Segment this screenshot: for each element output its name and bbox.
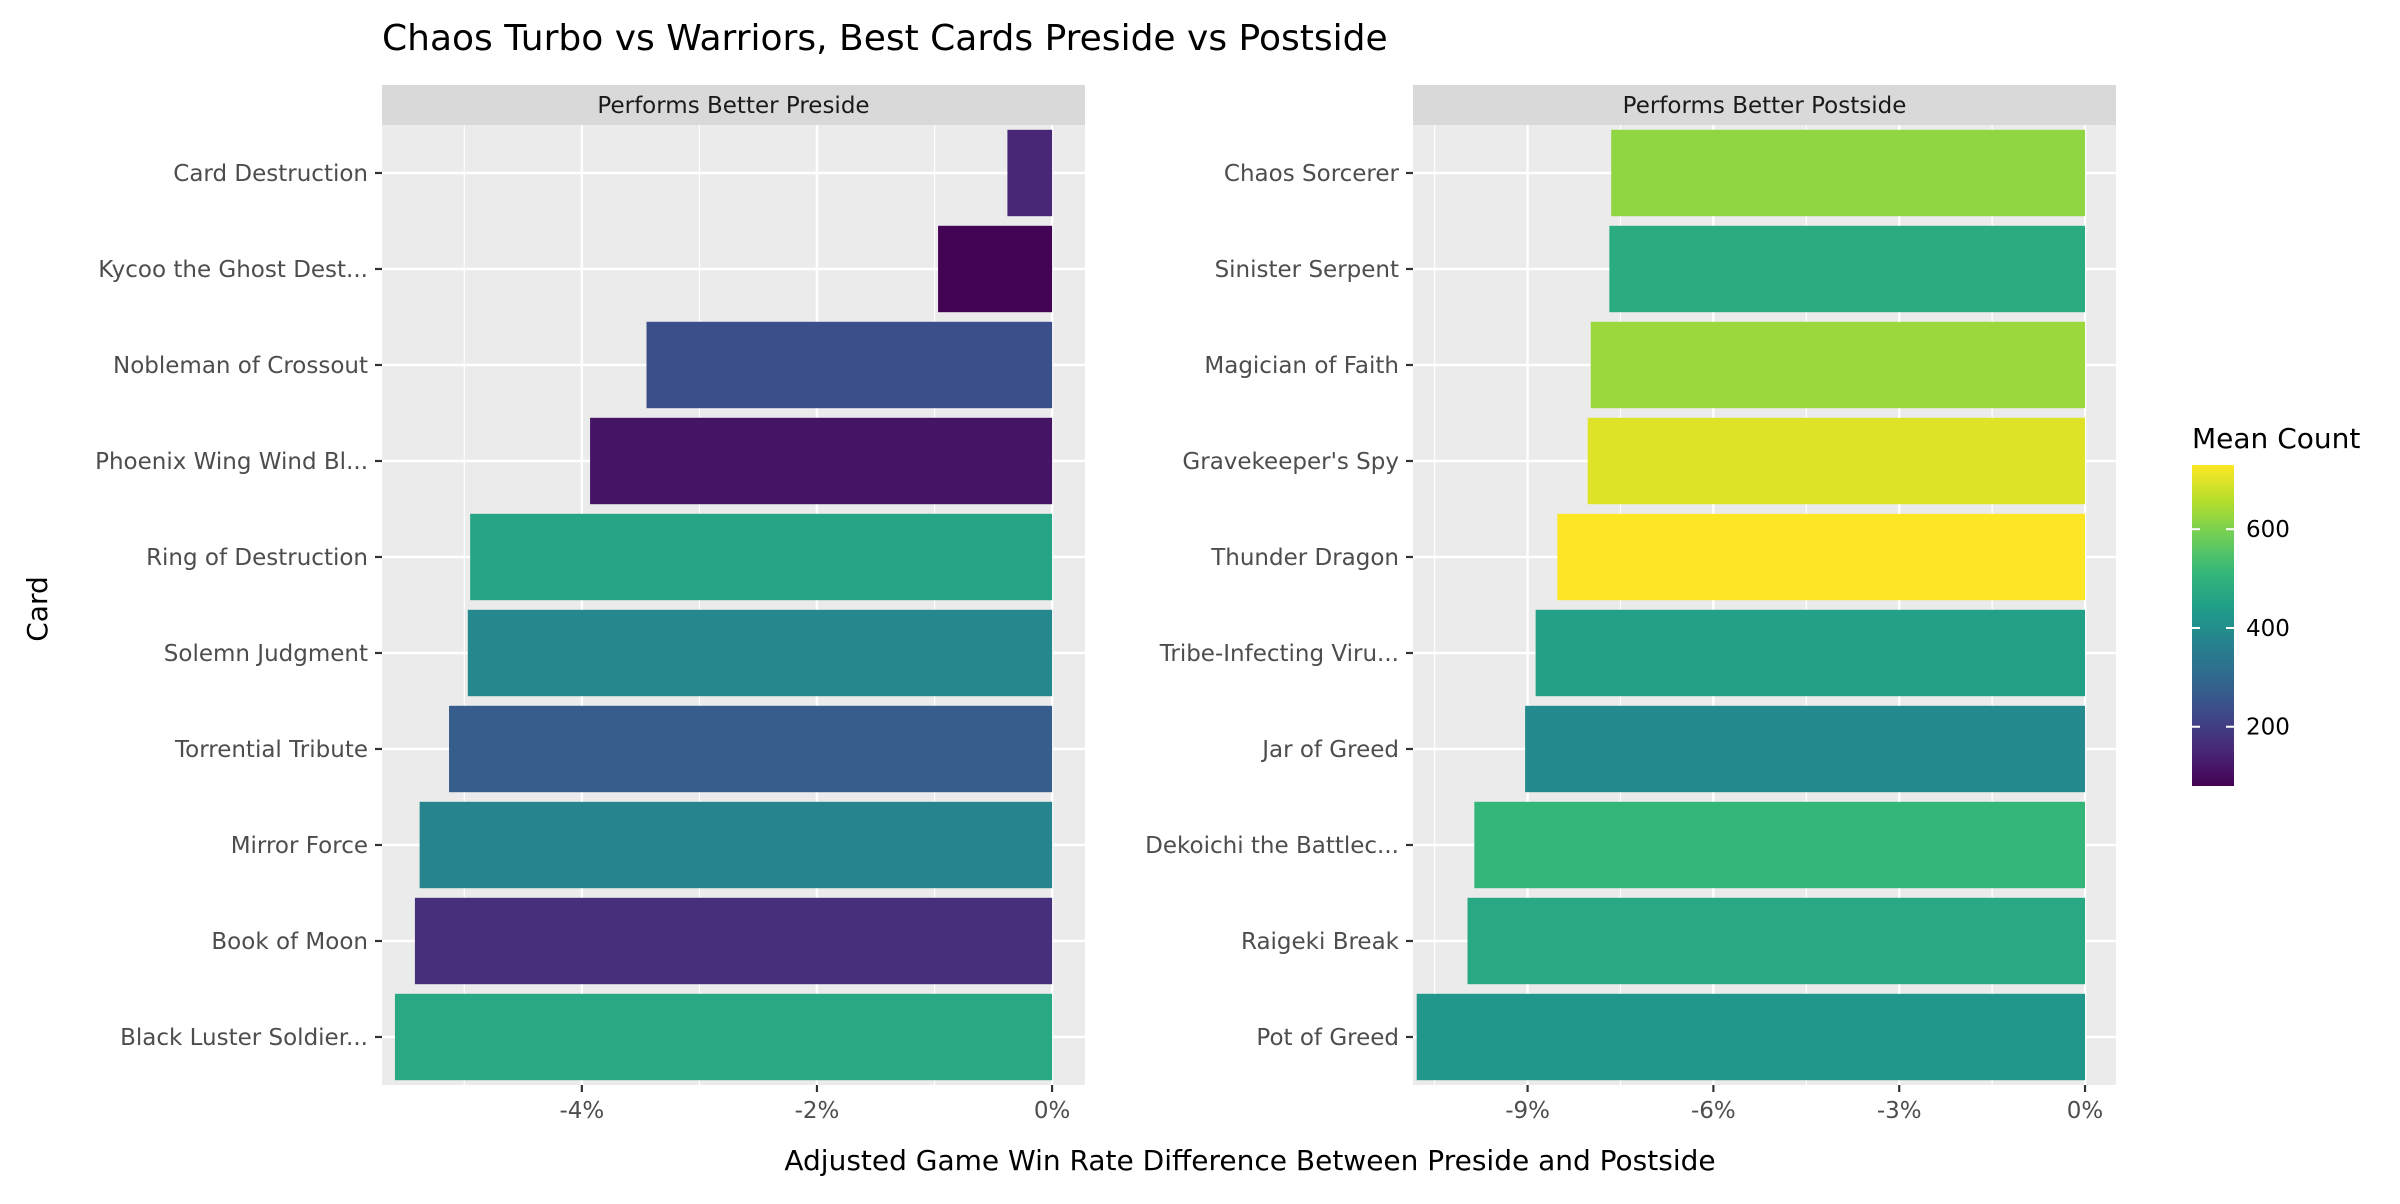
colorbar-tick-label: 400 xyxy=(2246,616,2290,642)
bar xyxy=(1557,513,2086,601)
bar xyxy=(1474,801,2086,889)
y-tick-label: Book of Moon xyxy=(211,929,368,955)
legend-title: Mean Count xyxy=(2192,422,2360,455)
x-tick-label: 0% xyxy=(2067,1098,2104,1124)
y-tick-label: Chaos Sorcerer xyxy=(1224,161,1400,187)
x-tick-label: -4% xyxy=(559,1098,604,1124)
colorbar-tick-label: 600 xyxy=(2246,517,2290,543)
bar xyxy=(1535,609,2086,697)
x-tick-label: -3% xyxy=(1877,1098,1922,1124)
y-axis-label: Card xyxy=(21,576,54,642)
y-tick-label: Sinister Serpent xyxy=(1215,257,1399,283)
y-tick-label: Card Destruction xyxy=(173,161,368,187)
bar xyxy=(938,225,1053,313)
bar xyxy=(419,801,1053,889)
colorbar xyxy=(2192,465,2234,786)
bar xyxy=(1609,225,2086,313)
bar xyxy=(1590,321,2086,409)
bar xyxy=(646,321,1053,409)
bar xyxy=(1416,993,2086,1081)
panel-preside: Performs Better Preside Card Destruction K… xyxy=(95,85,1085,1124)
x-tick-label: 0% xyxy=(1034,1098,1071,1124)
y-tick-label: Black Luster Soldier... xyxy=(120,1025,368,1051)
bar xyxy=(1525,705,2086,793)
bar xyxy=(467,609,1053,697)
y-tick-label: Dekoichi the Battlec... xyxy=(1145,833,1399,859)
y-tick-label: Raigeki Break xyxy=(1241,929,1400,955)
x-tick-label: -2% xyxy=(795,1098,840,1124)
y-tick-label: Nobleman of Crossout xyxy=(113,353,368,379)
bar xyxy=(1467,897,2086,985)
y-tick-label: Pot of Greed xyxy=(1256,1025,1399,1051)
y-tick-label: Solemn Judgment xyxy=(164,641,368,667)
chart-title: Chaos Turbo vs Warriors, Best Cards Pres… xyxy=(382,18,1388,59)
x-axis-label: Adjusted Game Win Rate Difference Betwee… xyxy=(784,1144,1715,1177)
y-tick-label: Torrential Tribute xyxy=(174,737,368,763)
y-tick-label: Kycoo the Ghost Dest... xyxy=(98,257,368,283)
y-tick-label: Thunder Dragon xyxy=(1210,545,1399,571)
bar xyxy=(394,993,1053,1081)
y-tick-label: Phoenix Wing Wind Bl... xyxy=(95,449,368,475)
bar xyxy=(414,897,1053,985)
legend: 200 400 600 xyxy=(2192,465,2290,786)
x-tick-label: -9% xyxy=(1505,1098,1550,1124)
bar xyxy=(1007,129,1053,217)
y-tick-label: Jar of Greed xyxy=(1260,737,1399,763)
panel-strip-label: Performs Better Postside xyxy=(1623,93,1907,119)
panel-strip-label: Performs Better Preside xyxy=(597,93,869,119)
colorbar-tick-label: 200 xyxy=(2246,715,2290,741)
y-tick-label: Ring of Destruction xyxy=(146,545,368,571)
y-tick-label: Magician of Faith xyxy=(1204,353,1399,379)
bar xyxy=(449,705,1053,793)
y-tick-label: Tribe-Infecting Viru... xyxy=(1159,641,1399,667)
bar xyxy=(1587,417,2086,505)
y-tick-label: Gravekeeper's Spy xyxy=(1182,449,1399,475)
panel-postside: Performs Better Postside Chaos Sorcerer Si… xyxy=(1145,85,2116,1124)
panel-strip xyxy=(382,85,1085,125)
panel-strip xyxy=(1413,85,2116,125)
y-tick-label: Mirror Force xyxy=(231,833,368,859)
bar xyxy=(470,513,1053,601)
bar xyxy=(590,417,1053,505)
x-tick-label: -6% xyxy=(1691,1098,1736,1124)
bar xyxy=(1611,129,2086,217)
